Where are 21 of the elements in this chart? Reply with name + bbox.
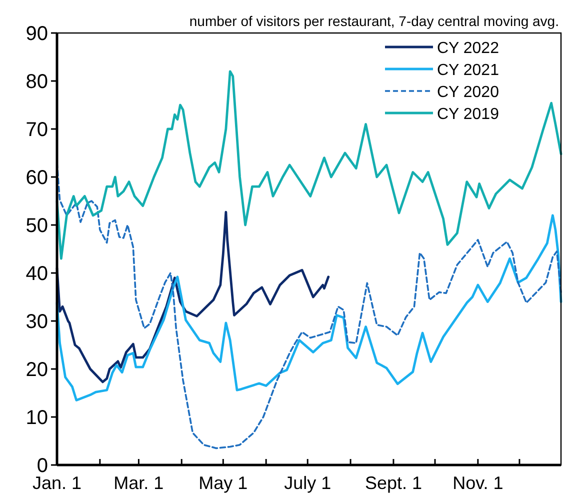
legend-label: CY 2019 [437, 106, 500, 123]
chart-title: number of visitors per restaurant, 7-day central moving avg. [189, 13, 559, 29]
y-tick-label: 80 [26, 71, 48, 93]
legend-label: CY 2020 [437, 84, 500, 101]
legend-label: CY 2022 [437, 40, 500, 57]
x-tick-label: July 1 [284, 473, 332, 493]
y-tick-label: 40 [26, 263, 48, 285]
x-tick-label: Sept. 1 [364, 473, 422, 493]
y-tick-label: 60 [26, 167, 48, 189]
y-tick-label: 50 [26, 215, 48, 237]
y-tick-label: 90 [26, 23, 48, 45]
y-tick-label: 70 [26, 119, 48, 141]
x-tick-label: Mar. 1 [114, 473, 164, 493]
y-tick-label: 30 [26, 311, 48, 333]
y-tick-label: 10 [26, 407, 48, 429]
y-tick-label: 20 [26, 359, 48, 381]
line-series [56, 210, 330, 384]
legend-label: CY 2021 [437, 62, 500, 79]
x-tick-label: May 1 [198, 473, 248, 493]
x-tick-label: Nov. 1 [452, 473, 504, 493]
line-series [56, 214, 562, 402]
